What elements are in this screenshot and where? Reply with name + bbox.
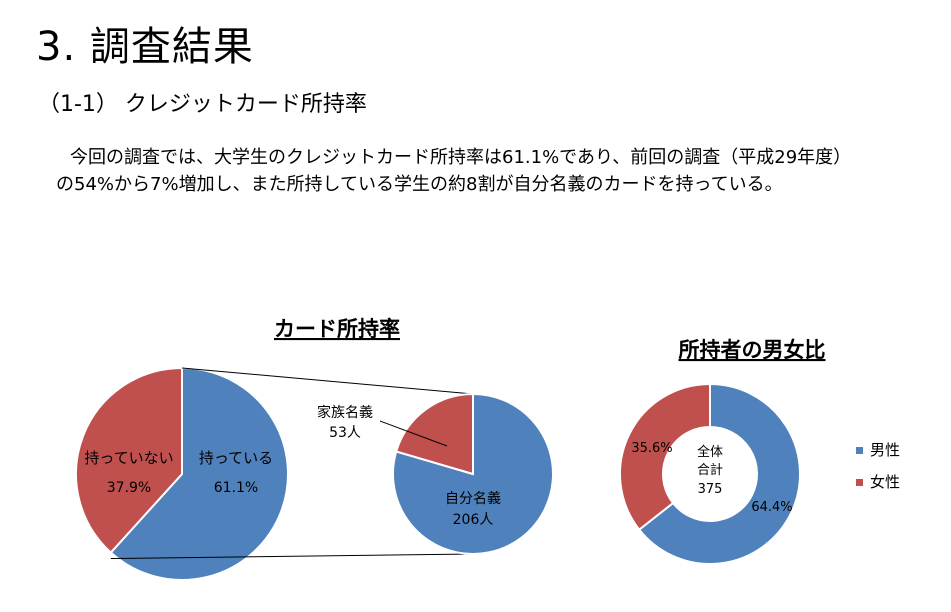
pie-slice-has-card <box>109 366 289 581</box>
section-subheading: （1-1） クレジットカード所持率 <box>38 92 367 117</box>
legend-item-female: 女性 <box>870 473 900 491</box>
chart-title: 所持者の男女比 <box>679 338 826 362</box>
page-heading: 3. 調査結果 <box>36 24 254 70</box>
legend-item-male: 男性 <box>870 441 900 459</box>
data-label: 53人 <box>329 425 361 441</box>
slice-label: 持っている <box>199 449 273 467</box>
summary-paragraph: 今回の調査では、大学生のクレジットカード所持率は61.1%であり、前回の調査（平… <box>56 144 936 198</box>
data-label: 37.9% <box>107 480 151 496</box>
pie-slice-no-card <box>75 366 183 554</box>
center-label: 375 <box>698 482 723 497</box>
leader-line <box>379 420 448 447</box>
connector-line-top <box>181 367 474 395</box>
data-label: 61.1% <box>214 480 258 496</box>
center-label: 全体 <box>697 444 723 460</box>
chart-title: カード所持率 <box>274 317 400 341</box>
legend-swatch-male <box>856 447 863 454</box>
donut-slice-female <box>619 382 711 532</box>
slice-label: 自分名義 <box>445 490 501 507</box>
donut-slice-male <box>637 382 801 565</box>
legend-swatch-female <box>856 479 863 486</box>
summary-line-1: 今回の調査では、大学生のクレジットカード所持率は61.1%であり、前回の調査（平… <box>70 147 852 168</box>
slice-label: 家族名義 <box>317 404 373 421</box>
center-label: 合計 <box>697 462 723 478</box>
slice-label: 持っていない <box>84 449 173 467</box>
data-label: 35.6% <box>631 441 672 456</box>
pie-slice-family-name <box>394 392 474 476</box>
data-label: 64.4% <box>751 500 792 515</box>
connector-line-bottom <box>110 553 474 560</box>
data-label: 206人 <box>453 512 494 528</box>
summary-line-2: の54%から7%増加し、また所持している学生の約8割が自分名義のカードを持ってい… <box>56 174 783 195</box>
